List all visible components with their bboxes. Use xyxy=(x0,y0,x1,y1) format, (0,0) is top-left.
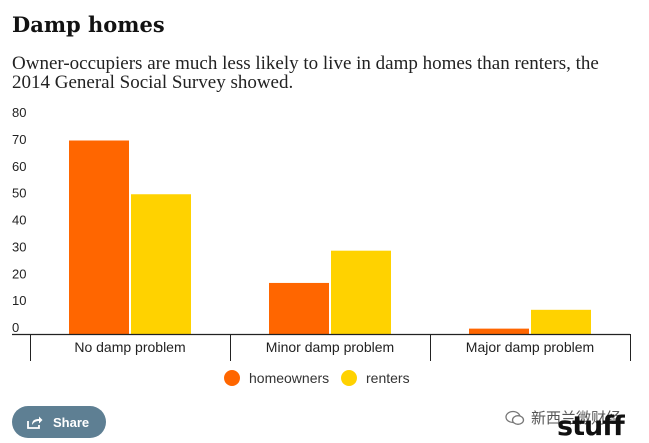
x-tick-label: Major damp problem xyxy=(466,339,594,355)
stuff-logo: stuff xyxy=(557,414,624,440)
y-tick-label: 20 xyxy=(12,266,26,281)
y-tick-label: 40 xyxy=(12,213,26,228)
x-tick-label: No damp problem xyxy=(74,339,185,355)
bar-homeowners xyxy=(69,141,129,335)
y-tick-label: 30 xyxy=(12,239,26,254)
legend-label-renters: renters xyxy=(366,370,410,386)
y-tick-label: 0 xyxy=(12,320,19,335)
watermark: 新西兰微财经 stuff xyxy=(505,404,641,440)
legend-label-homeowners: homeowners xyxy=(249,370,329,386)
legend-swatch-homeowners xyxy=(224,370,240,386)
y-tick-label: 80 xyxy=(12,105,26,120)
bar-homeowners xyxy=(269,283,329,334)
bar-renters xyxy=(131,194,191,334)
bar-renters xyxy=(531,310,591,334)
bar-chart: 0 10 20 30 40 50 60 70 80 No damp problem Minor da… xyxy=(0,0,649,400)
y-tick-label: 60 xyxy=(12,159,26,174)
y-tick-label: 70 xyxy=(12,132,26,147)
bar-homeowners xyxy=(469,329,529,334)
share-label: Share xyxy=(53,415,89,430)
wechat-icon xyxy=(505,410,525,426)
y-tick-label: 10 xyxy=(12,293,26,308)
y-tick-label: 50 xyxy=(12,186,26,201)
share-icon xyxy=(26,415,43,430)
bar-renters xyxy=(331,251,391,334)
share-button[interactable]: Share xyxy=(12,406,106,438)
legend-swatch-renters xyxy=(341,370,357,386)
x-tick-label: Minor damp problem xyxy=(266,339,394,355)
